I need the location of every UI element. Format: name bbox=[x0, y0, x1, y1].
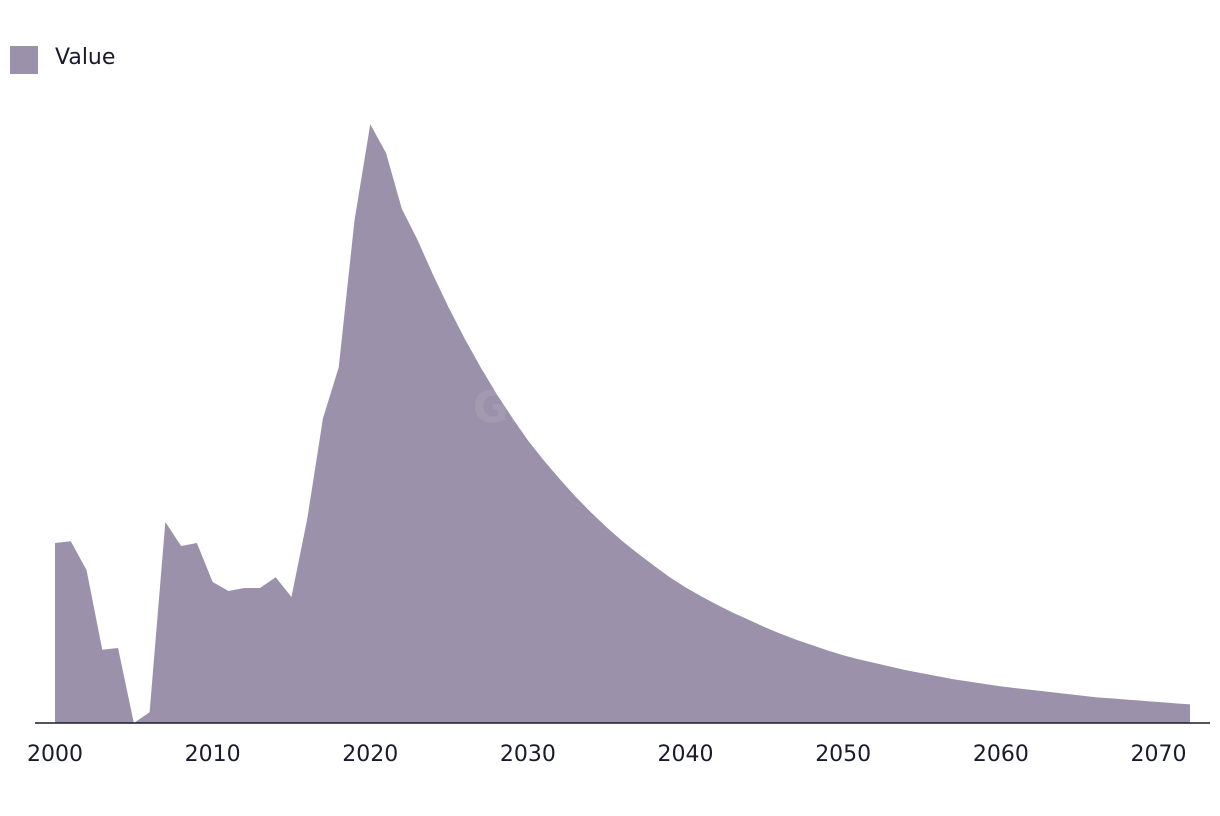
watermark: GlobalData bbox=[473, 382, 748, 433]
x-tick-label: 2040 bbox=[658, 742, 714, 767]
x-tick-label: 2000 bbox=[27, 742, 83, 767]
x-tick-label: 2010 bbox=[185, 742, 241, 767]
x-tick-label: 2060 bbox=[973, 742, 1029, 767]
x-tick-label: 2030 bbox=[500, 742, 556, 767]
x-tick-label: 2070 bbox=[1130, 742, 1186, 767]
x-tick-label: 2050 bbox=[815, 742, 871, 767]
x-tick-label: 2020 bbox=[342, 742, 398, 767]
legend-swatch bbox=[10, 46, 38, 74]
area bbox=[55, 124, 1190, 723]
legend-label: Value bbox=[55, 45, 115, 70]
